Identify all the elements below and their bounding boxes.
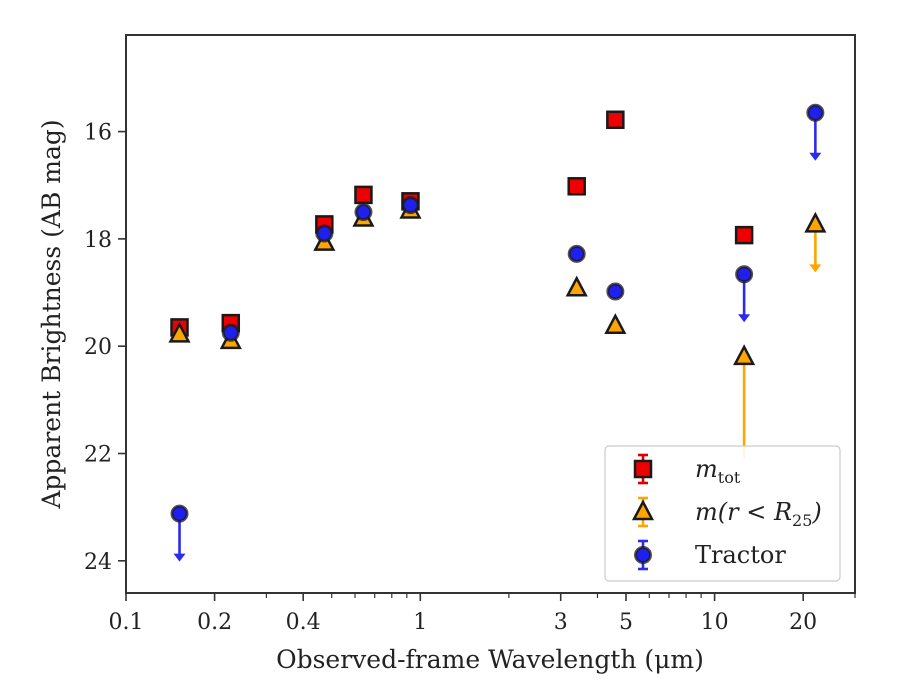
- data-point-triangle: [804, 211, 827, 233]
- data-point-square: [734, 225, 754, 245]
- y-tick-label: 22: [84, 443, 112, 468]
- data-point-circle: [735, 265, 754, 284]
- data-point-circle: [567, 244, 586, 263]
- x-tick-label: 5: [619, 610, 633, 635]
- x-tick-label: 3: [554, 610, 568, 635]
- legend-label: m(r < R25): [695, 498, 822, 530]
- data-markers: [168, 103, 827, 523]
- y-tick-label: 24: [84, 550, 112, 575]
- upper-limit-arrowhead: [173, 553, 186, 562]
- y-tick-label: 18: [84, 228, 112, 253]
- legend-marker-square: [633, 459, 653, 479]
- legend-marker-triangle: [631, 499, 655, 521]
- legend-label: Tractor: [695, 541, 786, 569]
- x-tick-label: 1: [413, 610, 427, 635]
- y-axis-ticks: 16 18 20 22 24: [84, 121, 126, 575]
- y-tick-label: 16: [84, 121, 112, 146]
- y-tick-label: 20: [84, 335, 112, 360]
- data-point-triangle: [604, 313, 627, 335]
- data-point-triangle: [168, 321, 191, 343]
- data-point-triangle: [733, 344, 756, 366]
- x-axis-ticks: 0.1 0.2 0.4 1 3 5 10 20: [109, 593, 856, 635]
- upper-limit-arrowhead: [809, 264, 822, 273]
- data-point-circle: [170, 504, 189, 523]
- upper-limit-arrowhead: [809, 152, 822, 161]
- data-point-triangle: [565, 275, 588, 297]
- y-axis-label: Apparent Brightness (AB mag): [37, 119, 66, 509]
- legend: mtot m(r < R25) Tractor: [604, 445, 841, 582]
- data-point-circle: [354, 203, 373, 222]
- data-point-circle: [221, 323, 240, 342]
- legend-box: [604, 445, 841, 582]
- data-point-circle: [806, 103, 825, 122]
- x-tick-label: 0.1: [109, 610, 144, 635]
- data-point-square: [606, 110, 625, 130]
- plot-frame: [125, 34, 856, 594]
- legend-label: mtot: [695, 455, 741, 487]
- x-tick-label: 10: [701, 610, 729, 635]
- x-tick-label: 0.4: [286, 610, 321, 635]
- data-point-circle: [401, 196, 420, 215]
- data-point-circle: [315, 224, 334, 243]
- data-point-square: [567, 177, 586, 196]
- x-tick-label: 20: [789, 610, 817, 635]
- data-point-circle: [606, 282, 625, 301]
- data-point-square: [354, 185, 373, 205]
- upper-limit-arrowhead: [738, 314, 751, 323]
- x-tick-label: 0.2: [197, 610, 232, 635]
- legend-marker-circle: [634, 546, 652, 564]
- x-axis-label: Observed-frame Wavelength (μm): [276, 645, 704, 674]
